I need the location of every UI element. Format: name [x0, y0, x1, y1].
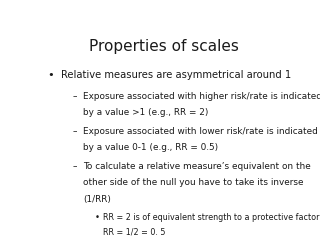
- Text: Relative measures are asymmetrical around 1: Relative measures are asymmetrical aroun…: [61, 70, 291, 80]
- Text: •: •: [47, 70, 54, 80]
- Text: –: –: [72, 127, 77, 136]
- Text: Properties of scales: Properties of scales: [89, 39, 239, 54]
- Text: (1/RR): (1/RR): [84, 195, 111, 204]
- Text: –: –: [72, 162, 77, 171]
- Text: RR = 1/2 = 0. 5: RR = 1/2 = 0. 5: [103, 228, 166, 237]
- Text: other side of the null you have to take its inverse: other side of the null you have to take …: [84, 179, 304, 187]
- Text: by a value 0-1 (e.g., RR = 0.5): by a value 0-1 (e.g., RR = 0.5): [84, 143, 219, 152]
- Text: by a value >1 (e.g., RR = 2): by a value >1 (e.g., RR = 2): [84, 108, 209, 117]
- Text: Exposure associated with lower risk/rate is indicated: Exposure associated with lower risk/rate…: [84, 127, 318, 136]
- Text: RR = 2 is of equivalent strength to a protective factor with: RR = 2 is of equivalent strength to a pr…: [103, 213, 320, 222]
- Text: –: –: [72, 92, 77, 101]
- Text: •: •: [95, 213, 100, 222]
- Text: To calculate a relative measure’s equivalent on the: To calculate a relative measure’s equiva…: [84, 162, 311, 171]
- Text: Exposure associated with higher risk/rate is indicated: Exposure associated with higher risk/rat…: [84, 92, 320, 101]
